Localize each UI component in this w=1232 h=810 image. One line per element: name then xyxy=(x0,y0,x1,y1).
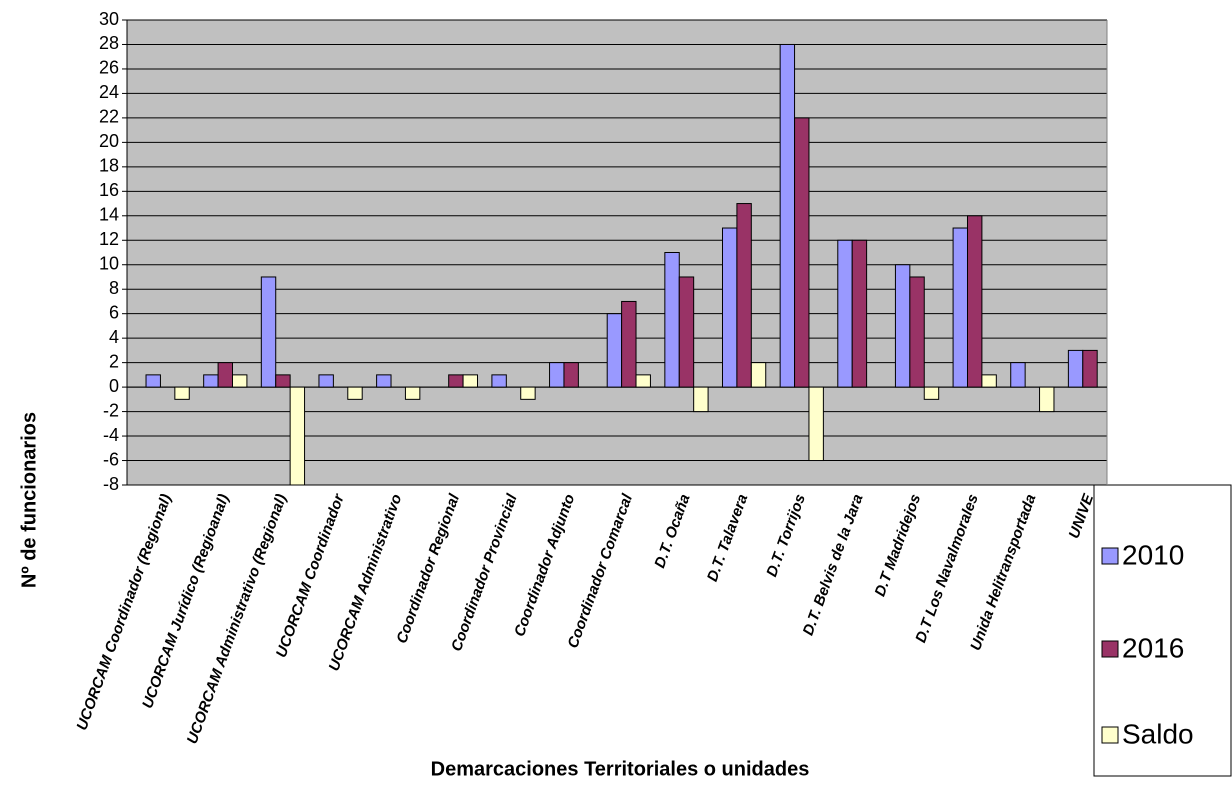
bar xyxy=(678,276,695,388)
y-tick-label: 14 xyxy=(99,205,119,225)
y-tick-label: 26 xyxy=(99,58,119,78)
bar xyxy=(894,264,911,388)
y-tick-label: 12 xyxy=(99,229,119,249)
bar xyxy=(448,374,464,388)
bar xyxy=(923,386,940,400)
y-tick-label: 24 xyxy=(99,82,119,102)
y-tick-label: 20 xyxy=(99,131,119,151)
y-tick-label: 30 xyxy=(99,9,119,29)
y-tick-label: 4 xyxy=(109,327,119,347)
legend-label: 2016 xyxy=(1122,632,1184,663)
bar xyxy=(606,313,623,388)
y-tick-label: 28 xyxy=(99,33,119,53)
bar xyxy=(318,374,334,388)
bar xyxy=(217,362,233,388)
bar xyxy=(289,386,306,486)
bar xyxy=(736,203,752,388)
bar xyxy=(635,374,651,388)
x-tick-label: Coordinador Adjunto xyxy=(511,492,578,639)
bar xyxy=(462,374,478,388)
bar xyxy=(837,239,853,388)
bar xyxy=(260,276,277,388)
bar xyxy=(909,276,925,388)
y-tick-label: 6 xyxy=(109,302,119,322)
x-tick-label: Coordinador Regional xyxy=(393,491,463,646)
y-tick-label: 2 xyxy=(109,351,119,371)
x-tick-label: D.T Los Navalmorales xyxy=(912,492,982,645)
bar xyxy=(851,239,868,388)
x-tick-label: Coordinador Provincial xyxy=(448,491,521,653)
legend-label: 2010 xyxy=(1122,539,1184,570)
bar xyxy=(664,252,680,388)
bar xyxy=(347,386,363,400)
bar xyxy=(779,43,796,388)
bar xyxy=(520,386,536,400)
bar xyxy=(1067,349,1084,388)
y-tick-label: -2 xyxy=(103,400,119,420)
y-tick-label: 8 xyxy=(109,278,119,298)
bar xyxy=(1039,386,1055,413)
bar xyxy=(404,386,421,400)
bar xyxy=(952,227,968,388)
bar xyxy=(549,362,565,388)
y-axis-title: Nº de funcionarios xyxy=(18,412,40,588)
y-tick-label: 10 xyxy=(99,253,119,273)
x-tick-label: D.T. Belvis de la Jara xyxy=(800,492,867,638)
y-tick-label: 0 xyxy=(109,376,119,396)
bar xyxy=(491,374,507,388)
bar xyxy=(563,362,579,388)
bar xyxy=(966,215,983,388)
bar xyxy=(1082,349,1098,388)
legend-swatch xyxy=(1101,726,1119,744)
y-tick-label: 18 xyxy=(99,156,119,176)
y-tick-label: 16 xyxy=(99,180,119,200)
bar xyxy=(794,117,810,388)
x-tick-label: D.T. Torrijos xyxy=(763,492,809,579)
y-tick-label: 22 xyxy=(99,107,119,127)
bar xyxy=(203,374,219,388)
bar xyxy=(808,386,824,462)
bar xyxy=(1010,362,1026,388)
bar xyxy=(145,374,161,388)
bar xyxy=(750,362,767,388)
x-tick-label: D.T. Ocaña xyxy=(651,492,693,570)
x-tick-label: D.T Madridejos xyxy=(872,492,925,599)
x-axis-title: Demarcaciones Territoriales o unidades xyxy=(431,758,810,780)
bar xyxy=(275,374,291,388)
y-tick-label: -4 xyxy=(103,425,119,445)
bar xyxy=(376,374,392,388)
y-tick-label: -8 xyxy=(103,474,119,494)
bar xyxy=(693,386,709,413)
bar xyxy=(621,300,637,388)
x-tick-label: UNIVE xyxy=(1066,491,1098,541)
legend-swatch xyxy=(1101,640,1119,658)
bar xyxy=(981,374,997,388)
bar xyxy=(721,227,738,388)
x-tick-label: Unida Helitransportada xyxy=(967,492,1039,653)
legend-label: Saldo xyxy=(1122,718,1194,749)
x-tick-label: D.T. Talavera xyxy=(704,492,751,584)
y-tick-label: -6 xyxy=(103,449,119,469)
legend-swatch xyxy=(1101,547,1119,565)
x-tick-label: Coordinador Comarcal xyxy=(564,491,636,650)
bar xyxy=(231,374,248,388)
bar xyxy=(174,386,190,400)
x-tick-label: UCORCAM Administrativo (Regional) xyxy=(184,492,290,746)
